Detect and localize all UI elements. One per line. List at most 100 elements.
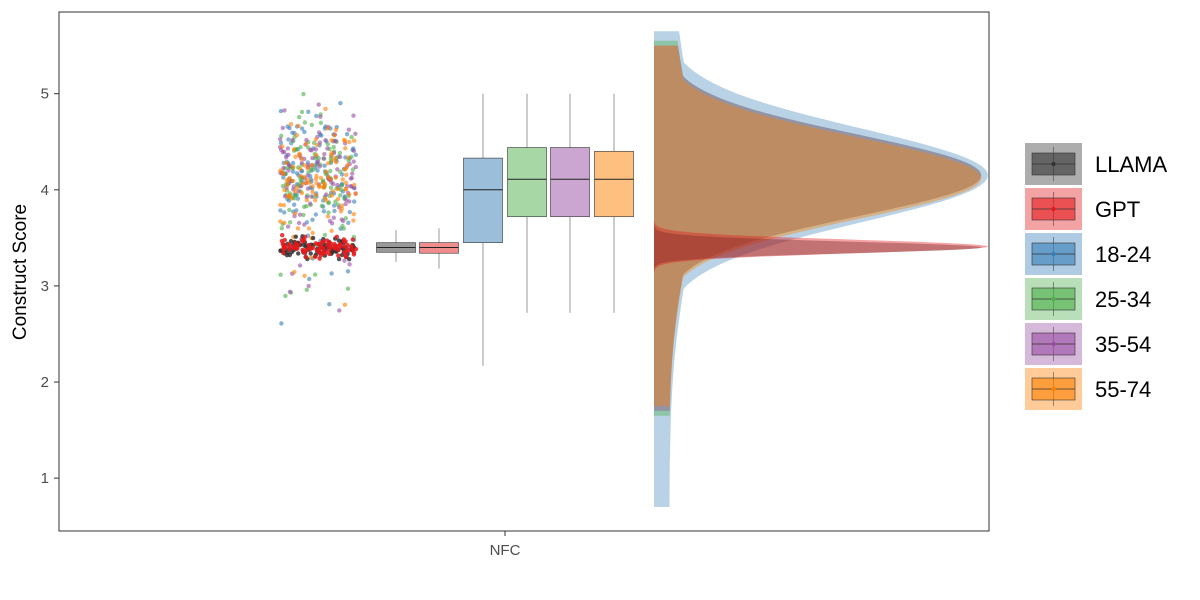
data-point (343, 254, 349, 260)
legend-label: 25-34 (1095, 287, 1151, 312)
data-point (295, 226, 301, 231)
data-point (313, 272, 318, 277)
data-point (350, 167, 356, 172)
data-point (313, 241, 319, 246)
data-point (310, 189, 315, 195)
density-GPT (654, 213, 988, 277)
data-point (287, 175, 292, 181)
data-point (297, 212, 303, 217)
data-point (306, 245, 311, 251)
y-axis: 1 2 3 4 5 (41, 86, 59, 487)
data-point (335, 182, 340, 188)
data-point (307, 180, 312, 185)
data-point (310, 155, 315, 161)
data-point (314, 181, 319, 186)
data-point (347, 199, 352, 204)
data-point (293, 234, 298, 239)
data-point (292, 202, 297, 207)
data-point (322, 232, 328, 238)
data-point (313, 147, 319, 152)
data-point (353, 131, 358, 136)
y-tick-label: 5 (41, 86, 49, 103)
x-tick-label: NFC (490, 542, 521, 559)
data-point (301, 175, 307, 180)
data-point (323, 169, 329, 174)
data-point (303, 141, 309, 147)
y-tick-label: 4 (41, 182, 49, 199)
data-point (326, 210, 331, 215)
data-point (333, 155, 338, 161)
data-point (304, 204, 309, 209)
data-point (290, 178, 296, 184)
data-point (342, 167, 347, 172)
data-point (318, 242, 323, 248)
data-point (319, 203, 325, 208)
data-point (326, 161, 331, 166)
data-point (351, 138, 357, 143)
jitter-points (277, 91, 359, 326)
data-point (302, 120, 308, 125)
data-point (321, 246, 326, 251)
data-point (351, 252, 357, 257)
data-point (337, 150, 343, 156)
data-point (309, 194, 314, 199)
data-point (318, 120, 324, 126)
data-point (321, 239, 326, 244)
data-point (326, 174, 331, 179)
data-point (343, 180, 349, 185)
data-point (286, 242, 292, 247)
data-point (299, 126, 305, 131)
data-point (286, 168, 291, 173)
data-point (301, 212, 306, 218)
data-point (350, 237, 355, 242)
density-25-34 (654, 40, 982, 416)
data-point (347, 257, 352, 262)
data-point (337, 308, 342, 313)
box-body (507, 147, 547, 218)
data-point (316, 102, 321, 107)
box-body (550, 147, 590, 218)
data-point (350, 171, 355, 176)
data-point (353, 152, 358, 157)
data-point (333, 175, 338, 180)
data-point (299, 109, 305, 115)
data-point (305, 166, 310, 171)
data-point (329, 138, 334, 143)
data-point (300, 249, 306, 254)
data-point (301, 239, 306, 244)
data-point (349, 175, 355, 181)
data-point (310, 230, 315, 236)
data-point (322, 196, 328, 201)
data-point (327, 302, 332, 307)
data-point (290, 169, 296, 174)
legend-key-point (1051, 251, 1056, 257)
data-point (345, 269, 351, 274)
data-point (280, 184, 286, 189)
data-point (296, 188, 301, 194)
data-point (338, 193, 343, 198)
data-point (321, 156, 326, 161)
legend-label: 35-54 (1095, 332, 1151, 357)
data-point (284, 182, 290, 187)
data-point (344, 132, 350, 137)
data-point (279, 321, 284, 326)
data-point (343, 216, 348, 221)
data-point (351, 212, 356, 217)
data-point (296, 242, 301, 248)
data-point (348, 184, 354, 189)
data-point (303, 254, 308, 260)
data-point (314, 113, 319, 119)
legend-label: LLAMA (1095, 152, 1167, 177)
data-point (296, 123, 301, 129)
data-point (282, 108, 287, 113)
data-point (317, 246, 323, 251)
data-point (297, 114, 302, 120)
data-point (323, 106, 328, 112)
legend: LLAMA GPT 18-24 25-34 35-54 55-74 (1025, 143, 1167, 410)
data-point (324, 192, 329, 197)
data-point (287, 207, 292, 213)
density-35-54 (654, 45, 982, 411)
data-point (302, 163, 307, 168)
density-18-24 (654, 31, 988, 507)
